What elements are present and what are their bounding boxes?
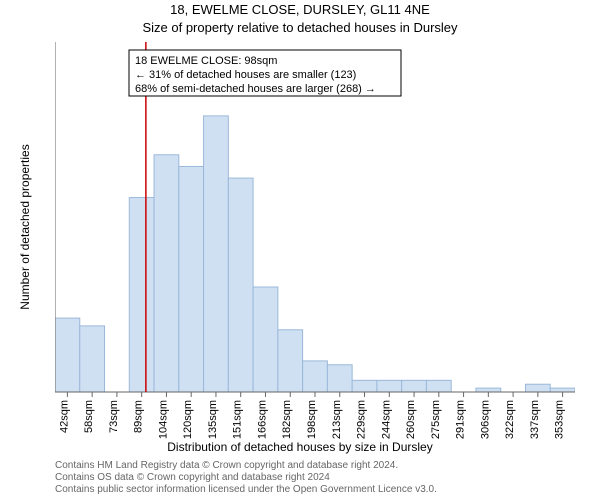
svg-text:353sqm: 353sqm [554,400,566,439]
histogram-bar [55,318,80,392]
svg-text:260sqm: 260sqm [405,400,417,439]
svg-text:135sqm: 135sqm [207,400,219,439]
footer-line: Contains HM Land Registry data © Crown c… [55,460,437,472]
svg-text:89sqm: 89sqm [133,400,145,433]
svg-text:58sqm: 58sqm [83,400,95,433]
svg-text:337sqm: 337sqm [529,400,541,439]
y-axis-label: Number of detached properties [18,67,32,387]
page-title-line1: 18, EWELME CLOSE, DURSLEY, GL11 4NE [0,2,600,17]
svg-text:275sqm: 275sqm [430,400,442,439]
histogram-bar [228,178,253,392]
histogram-bar [402,380,427,392]
svg-text:120sqm: 120sqm [182,400,194,439]
histogram-bar [179,166,204,392]
histogram-bar [426,380,451,392]
histogram-bar [129,198,154,392]
annotation-text: 68% of semi-detached houses are larger (… [135,83,376,95]
svg-text:182sqm: 182sqm [281,400,293,439]
svg-text:42sqm: 42sqm [58,400,70,433]
histogram-bar [154,155,179,392]
histogram-bar [550,388,575,392]
svg-text:291sqm: 291sqm [455,400,467,439]
page-title-line2: Size of property relative to detached ho… [0,20,600,35]
svg-text:322sqm: 322sqm [504,400,516,439]
svg-text:198sqm: 198sqm [306,400,318,439]
footer-line: Contains public sector information licen… [55,484,437,496]
histogram-bar [278,330,303,392]
svg-text:151sqm: 151sqm [232,400,244,439]
histogram-bar [327,365,352,392]
histogram-bar [525,384,550,392]
svg-text:104sqm: 104sqm [157,400,169,439]
annotation-text: ← 31% of detached houses are smaller (12… [135,69,356,81]
histogram-bar [253,287,278,392]
histogram-bar [303,361,328,392]
svg-text:244sqm: 244sqm [380,400,392,439]
histogram-bar [377,380,402,392]
footer-line: Contains OS data © Crown copyright and d… [55,472,437,484]
svg-text:213sqm: 213sqm [331,400,343,439]
annotation-text: 18 EWELME CLOSE: 98sqm [135,55,277,67]
svg-text:229sqm: 229sqm [356,400,368,439]
svg-text:306sqm: 306sqm [479,400,491,439]
histogram-chart: 010203040506070809042sqm58sqm73sqm89sqm1… [55,42,575,442]
histogram-bar [352,380,377,392]
histogram-bar [204,116,229,392]
x-axis-label: Distribution of detached houses by size … [0,440,600,454]
svg-text:166sqm: 166sqm [256,400,268,439]
svg-text:73sqm: 73sqm [108,400,120,433]
footer-attribution: Contains HM Land Registry data © Crown c… [55,460,437,496]
histogram-bar [80,326,105,392]
histogram-bar [476,388,501,392]
